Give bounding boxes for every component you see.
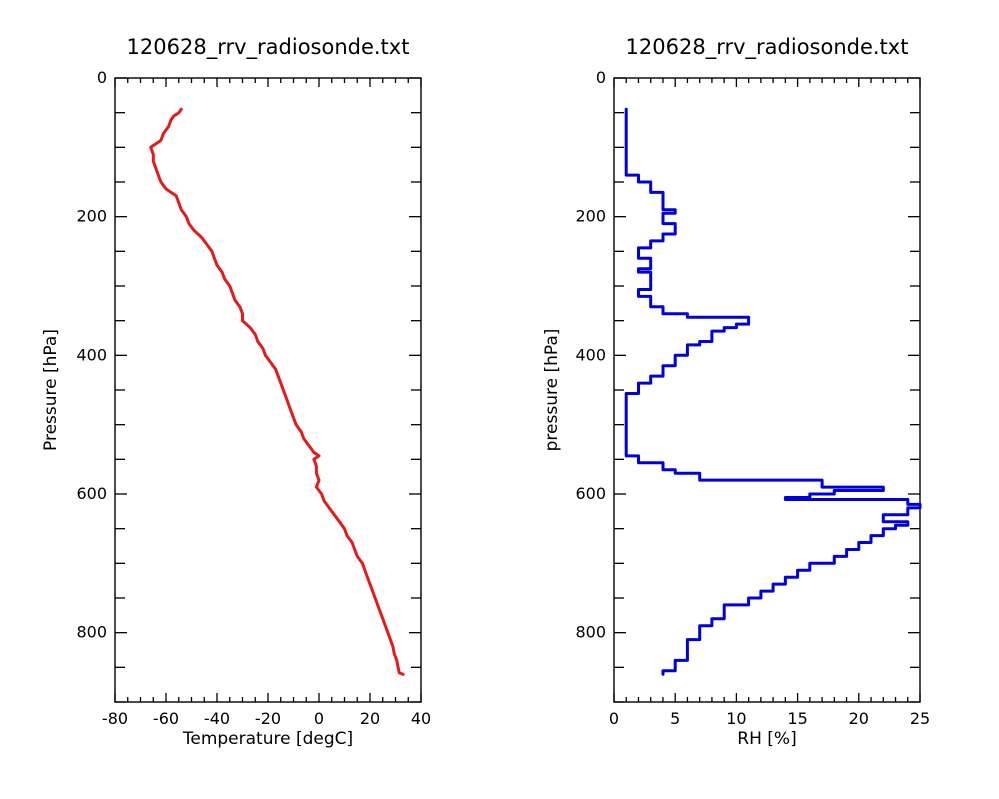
temperature-ticks	[114, 77, 422, 703]
temperature-y-tick-label: 200	[76, 207, 107, 226]
humidity-plot-frame	[613, 77, 921, 703]
humidity-panel: 120628_rrv_radiosonde.txt 0 5 10 15 20 25 0 200…	[542, 35, 930, 749]
humidity-y-tick-label: 400	[575, 345, 606, 364]
temperature-x-tick-label: -40	[204, 709, 230, 728]
temperature-x-tick-label: 0	[314, 709, 324, 728]
temperature-plot-frame	[114, 77, 422, 703]
humidity-y-tick-label: 800	[575, 623, 606, 642]
temperature-y-tick-label: 400	[76, 345, 107, 364]
temperature-x-tick-label: -60	[153, 709, 179, 728]
temperature-x-tick-label: -20	[255, 709, 281, 728]
temperature-x-tick-label: 40	[411, 709, 431, 728]
temperature-y-tick-label: 0	[97, 68, 107, 87]
humidity-y-tick-label: 0	[596, 68, 606, 87]
humidity-x-tick-label: 5	[670, 709, 680, 728]
temperature-x-tick-label: 20	[360, 709, 380, 728]
humidity-x-tick-label: 20	[849, 709, 869, 728]
humidity-x-tick-label: 25	[910, 709, 930, 728]
temperature-profile-line	[149, 107, 405, 676]
temperature-y-tick-label: 600	[76, 484, 107, 503]
humidity-x-tick-label: 0	[609, 709, 619, 728]
temperature-panel: 120628_rrv_radiosonde.txt -80 -60 -40 -20 0 2…	[41, 35, 431, 749]
humidity-x-axis-label: RH [%]	[737, 729, 796, 749]
temperature-x-tick-label: -80	[102, 709, 128, 728]
temperature-y-axis-label: Pressure [hPa]	[41, 329, 61, 451]
temperature-chart-title: 120628_rrv_radiosonde.txt	[127, 35, 410, 60]
humidity-ticks	[613, 77, 921, 703]
humidity-y-axis-label: pressure [hPa]	[542, 329, 562, 452]
humidity-y-tick-label: 200	[575, 207, 606, 226]
humidity-series	[624, 107, 922, 676]
humidity-y-tick-label: 600	[575, 484, 606, 503]
temperature-series	[149, 107, 405, 676]
humidity-chart-title: 120628_rrv_radiosonde.txt	[626, 35, 909, 60]
humidity-tick-labels: 0 5 10 15 20 25 0 200 400 600 800	[575, 68, 930, 728]
temperature-x-axis-label: Temperature [degC]	[182, 729, 353, 749]
humidity-x-tick-label: 15	[787, 709, 807, 728]
humidity-x-tick-label: 10	[726, 709, 746, 728]
humidity-profile-line	[624, 107, 922, 676]
temperature-y-tick-label: 800	[76, 623, 107, 642]
